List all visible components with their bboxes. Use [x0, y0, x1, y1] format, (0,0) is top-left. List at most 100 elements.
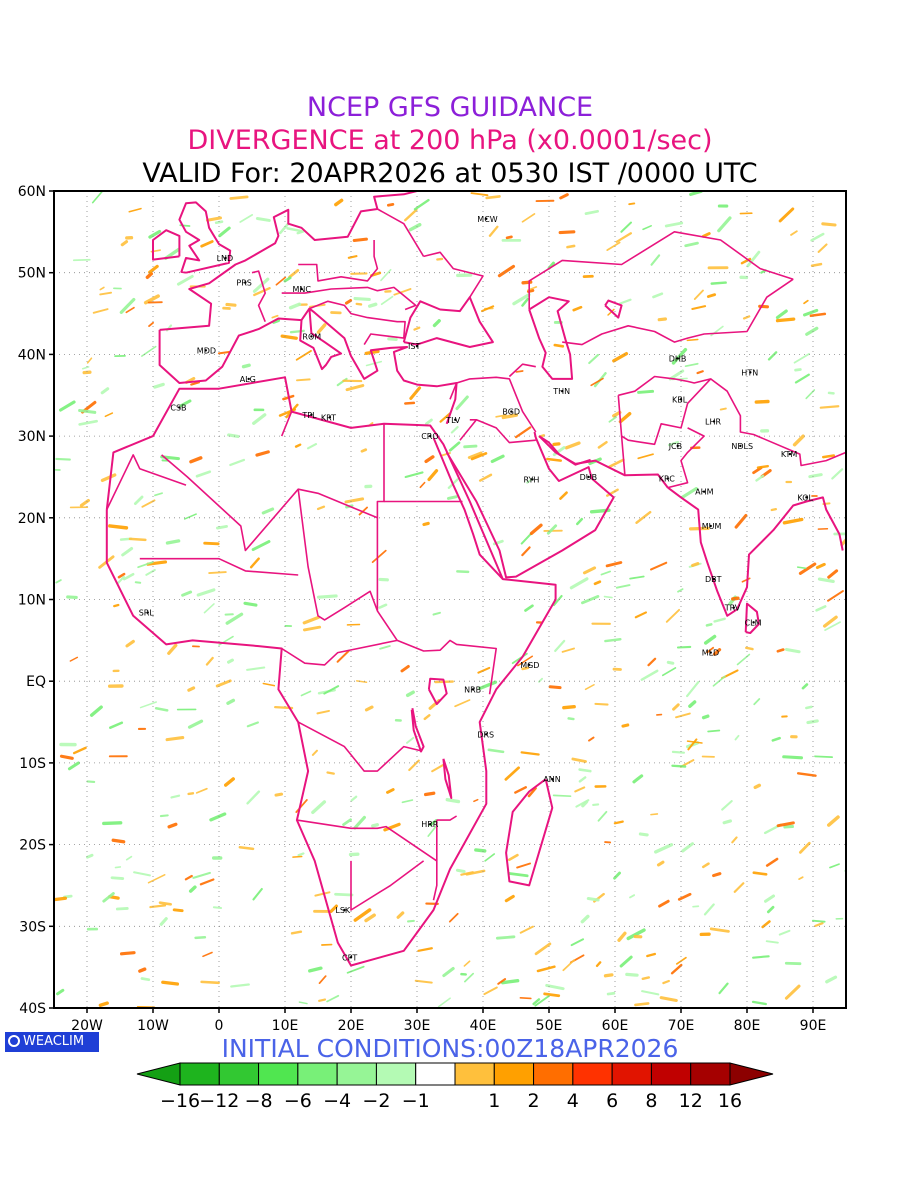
city-dot-lhr [712, 420, 716, 423]
colorbar-swatch [375, 1062, 417, 1086]
divergence-streak [495, 414, 507, 418]
city-dot-dbt [712, 577, 716, 581]
divergence-streak [668, 369, 685, 381]
colorbar-swatch [572, 1062, 613, 1086]
divergence-streak [350, 795, 358, 802]
divergence-streak [316, 594, 338, 599]
lon-label: 60E [602, 1018, 629, 1034]
divergence-streak [767, 351, 778, 361]
city-label-htn: HTN [741, 368, 758, 377]
divergence-streak [519, 997, 532, 1000]
divergence-streak [202, 951, 213, 958]
divergence-streak [154, 706, 169, 712]
divergence-streak [606, 241, 621, 252]
colorbar-label: 16 [718, 1090, 742, 1112]
coast-madagascar [505, 778, 554, 887]
divergence-streak [765, 940, 779, 944]
coast-black-sea [402, 296, 494, 348]
divergence-streak [650, 561, 668, 571]
divergence-streak [814, 755, 833, 759]
divergence-streak [819, 405, 840, 409]
divergence-streak [567, 717, 575, 721]
divergence-streak [741, 577, 751, 583]
lon-label: 70E [668, 1018, 695, 1034]
colorbar-swatch [297, 1062, 338, 1086]
weaclim-logo[interactable]: WEACLIM [5, 1032, 99, 1052]
divergence-streak [119, 951, 136, 956]
divergence-streak [407, 919, 415, 923]
divergence-streak [406, 736, 415, 744]
divergence-streak [755, 474, 765, 482]
divergence-streak [445, 797, 461, 804]
divergence-streak [584, 683, 595, 691]
divergence-streak [474, 848, 487, 853]
logo-ring-icon [8, 1035, 20, 1047]
city-dot-bgd [510, 410, 513, 413]
divergence-streak [775, 317, 796, 323]
city-label-srl: SRL [139, 609, 155, 618]
divergence-streak [693, 289, 704, 300]
colorbar-swatch [258, 1062, 299, 1086]
divergence-streak [292, 855, 303, 858]
divergence-streak [686, 740, 703, 744]
divergence-streak [296, 378, 311, 382]
divergence-streak [671, 347, 688, 365]
country-border [309, 300, 406, 346]
divergence-streak [641, 990, 660, 996]
divergence-streak [771, 736, 781, 742]
city-dot-cro [429, 434, 432, 438]
city-dot-lsk [343, 908, 346, 912]
divergence-streak [294, 443, 302, 448]
city-dot-thn [561, 389, 564, 393]
divergence-streak [470, 192, 489, 197]
divergence-streak [559, 491, 568, 500]
divergence-streak [713, 617, 726, 623]
divergence-streak [647, 657, 657, 667]
divergence-streak [326, 771, 335, 775]
divergence-streak [520, 751, 540, 756]
divergence-streak [554, 639, 566, 653]
divergence-streak [575, 799, 590, 808]
divergence-streak [208, 571, 227, 574]
divergence-streak [794, 373, 810, 384]
divergence-streak [734, 734, 740, 741]
divergence-streak [501, 413, 519, 420]
divergence-streak [607, 308, 615, 316]
divergence-streak [194, 935, 207, 940]
divergence-streak [618, 298, 632, 305]
divergence-streak [104, 412, 114, 418]
divergence-streak [311, 749, 318, 756]
divergence-streak [295, 799, 308, 813]
divergence-streak [209, 812, 227, 822]
divergence-streak [666, 660, 675, 665]
divergence-streak [365, 360, 382, 367]
divergence-streak [249, 557, 260, 569]
divergence-streak [637, 389, 655, 394]
divergence-streak [165, 539, 181, 545]
divergence-streak [290, 930, 303, 935]
divergence-streak [562, 704, 576, 710]
colorbar-label: −2 [362, 1090, 390, 1112]
divergence-streak [570, 938, 585, 947]
divergence-streak [316, 505, 326, 511]
divergence-streak [756, 464, 769, 469]
divergence-streak [584, 209, 599, 215]
lon-label: 50E [536, 1018, 563, 1034]
divergence-streak [753, 698, 761, 706]
colorbar-label: 8 [645, 1090, 657, 1112]
divergence-streak [676, 645, 692, 649]
divergence-streak [192, 871, 211, 879]
divergence-streak [274, 792, 284, 797]
divergence-streak [805, 705, 813, 710]
colorbar-label: −16 [160, 1090, 200, 1112]
divergence-streak [603, 973, 614, 978]
divergence-streak [323, 685, 340, 695]
divergence-streak [745, 646, 754, 651]
divergence-streak [770, 508, 778, 512]
country-border [298, 240, 379, 282]
city-markers: MCW LND PRS MNC ROM IST MDD ALG CSB TPL KRT TLV CRO B… [139, 215, 814, 963]
coast-arabia [445, 431, 615, 579]
divergence-streak [255, 450, 270, 457]
divergence-streak [454, 699, 471, 708]
divergence-streak [275, 276, 287, 286]
